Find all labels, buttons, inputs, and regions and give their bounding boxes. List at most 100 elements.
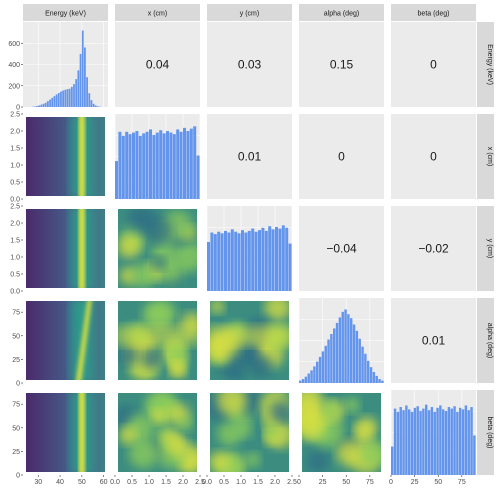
histogram-bar: [90, 100, 93, 107]
density-ridge: [78, 117, 85, 196]
x-tick-label: 40: [56, 479, 64, 486]
histogram-1: [115, 126, 200, 199]
strip-top-2: [207, 4, 292, 21]
correlation-value: 0.01: [422, 334, 446, 348]
panel-r3-c1: [115, 298, 200, 383]
correlation-panel-bg: [299, 206, 384, 291]
density-blob: [321, 401, 341, 420]
strip-right-3: [477, 298, 494, 383]
y-tick-label: 2.5: [10, 112, 20, 119]
histogram-bar: [367, 360, 370, 383]
density-blob: [152, 256, 167, 271]
histogram-bar: [115, 161, 118, 199]
histogram-bar: [42, 103, 45, 107]
x-tick-label: 1.5: [161, 479, 171, 486]
x-tick-label: 1.5: [253, 479, 263, 486]
strip-top-1: [115, 4, 200, 21]
histogram-bar: [413, 407, 417, 475]
density-base: [26, 393, 105, 472]
histogram-bar: [46, 101, 49, 107]
histogram-bar: [464, 405, 468, 475]
density-blob: [336, 440, 362, 467]
histogram-bar: [378, 379, 381, 383]
histogram-bar: [152, 134, 156, 199]
histogram-bar: [364, 353, 367, 383]
histogram-bar: [285, 227, 289, 291]
y-tick-label: 50: [12, 333, 20, 340]
histogram-bar: [335, 322, 339, 383]
histogram-bar: [169, 132, 173, 199]
histogram-bar: [172, 134, 176, 199]
histogram-bar: [81, 30, 84, 107]
histogram-bar: [220, 233, 224, 291]
density-heatmap: [210, 393, 289, 472]
histogram-bar: [350, 318, 353, 383]
x-tick-label: 0.0: [202, 479, 212, 486]
correlation-panel-bg: [207, 22, 292, 107]
strip-right-1: [477, 114, 494, 199]
histogram-bar: [344, 309, 347, 383]
histogram-bar: [422, 408, 425, 475]
histogram-bar: [399, 407, 402, 475]
histogram-bar: [347, 314, 350, 383]
density-blob: [210, 301, 225, 314]
histogram-bar: [396, 411, 400, 475]
histogram-bar: [189, 128, 193, 199]
histogram-3: [299, 309, 384, 383]
histogram-bar: [338, 317, 342, 383]
density-blob: [140, 347, 163, 370]
correlation-value: 0: [338, 150, 345, 164]
histogram-bar: [217, 231, 221, 291]
density-blob: [302, 393, 323, 415]
x-tick-label: 0: [389, 479, 393, 486]
panel-r0-c3: [299, 22, 384, 107]
strip-right-label-0: Energy (keV): [486, 44, 493, 85]
panel-r2-c3: [299, 206, 384, 291]
histogram-bar: [86, 77, 88, 107]
density-blob: [118, 234, 141, 259]
x-tick-label: 0.0: [110, 479, 120, 486]
histogram-bar: [145, 131, 149, 199]
histogram-bar: [358, 338, 361, 383]
histogram-bar: [251, 228, 255, 291]
histogram-bar: [355, 330, 359, 383]
histogram-bar: [125, 131, 129, 199]
histogram-bar: [97, 106, 99, 107]
correlation-value: −0.02: [418, 242, 449, 256]
histogram-bar: [375, 375, 378, 383]
panel-r3-c0: [23, 298, 108, 383]
histogram-bar: [66, 89, 69, 107]
histogram-bar: [207, 241, 210, 291]
panel-r4-c2: [207, 390, 292, 475]
histogram-bar: [186, 131, 190, 199]
histogram-bar: [470, 407, 473, 475]
density-blob: [167, 435, 189, 457]
panel-r1-c4: [391, 114, 476, 199]
strip-right-label-3: alpha (deg): [486, 323, 493, 358]
histogram-bar: [321, 351, 325, 383]
histogram-bar: [450, 408, 453, 475]
histogram-bar: [237, 233, 241, 291]
density-blob: [264, 301, 289, 321]
correlation-value: 0: [430, 58, 437, 72]
histogram-bar: [278, 228, 282, 291]
x-tick-label: 25: [319, 479, 327, 486]
histogram-bar: [193, 126, 197, 199]
histogram-bar: [275, 226, 278, 291]
density-heatmap: [26, 117, 105, 196]
histogram-bar: [369, 367, 373, 383]
histogram-bar: [138, 135, 142, 199]
y-tick-label: 0: [16, 381, 20, 388]
panel-r1-c2: [207, 114, 292, 199]
density-heatmap: [118, 301, 197, 380]
histogram-bar: [258, 230, 261, 291]
density-blob: [245, 452, 261, 468]
histogram-bar: [179, 131, 183, 199]
strip-top-label-3: alpha (deg): [324, 11, 359, 18]
x-tick-label: 0.5: [127, 479, 137, 486]
histogram-bar: [162, 133, 166, 199]
x-tick-label: 0.5: [219, 479, 229, 486]
histogram-bar: [408, 409, 411, 475]
histogram-bar: [254, 231, 258, 291]
histogram-bar: [132, 132, 135, 199]
